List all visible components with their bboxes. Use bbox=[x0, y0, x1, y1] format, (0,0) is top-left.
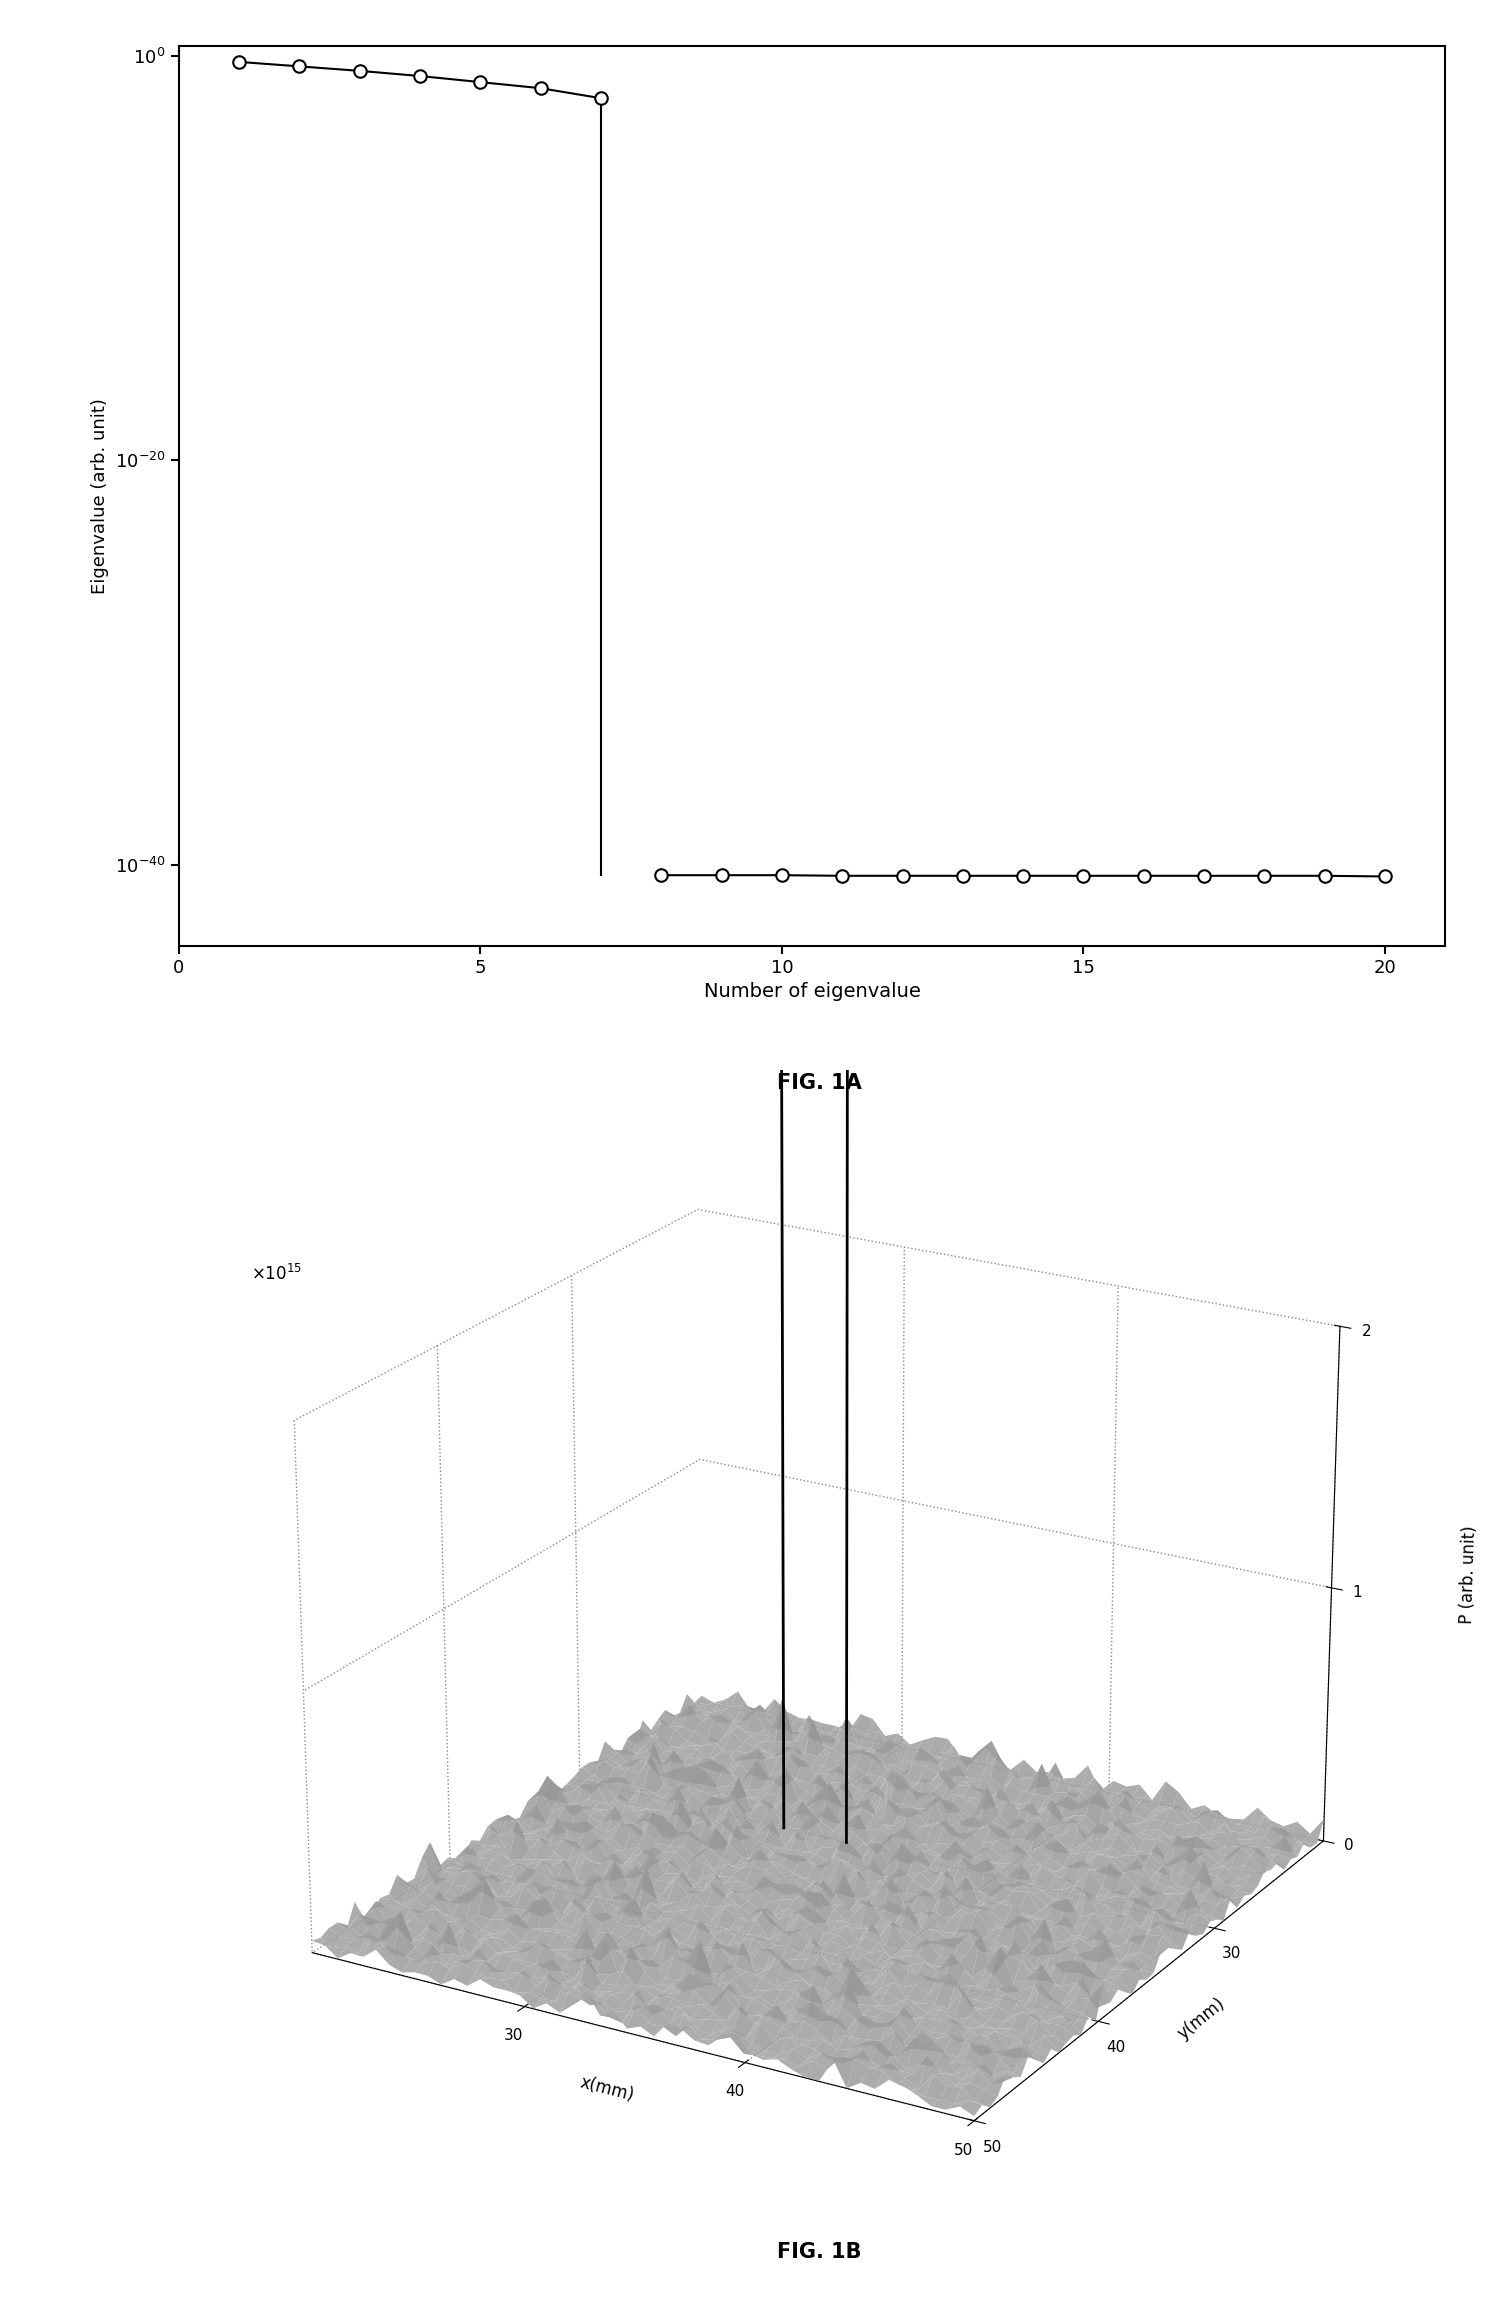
Y-axis label: Eigenvalue (arb. unit): Eigenvalue (arb. unit) bbox=[91, 397, 109, 593]
X-axis label: x(mm): x(mm) bbox=[578, 2073, 636, 2105]
Y-axis label: y(mm): y(mm) bbox=[1174, 1994, 1229, 2043]
Text: FIG. 1A: FIG. 1A bbox=[778, 1073, 861, 1094]
Text: FIG. 1B: FIG. 1B bbox=[778, 2241, 861, 2262]
Text: $\times 10^{15}$: $\times 10^{15}$ bbox=[250, 1265, 302, 1283]
X-axis label: Number of eigenvalue: Number of eigenvalue bbox=[703, 983, 921, 1002]
